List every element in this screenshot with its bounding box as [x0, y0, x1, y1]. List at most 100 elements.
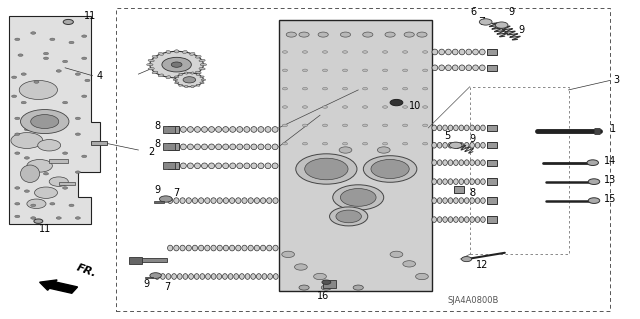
Circle shape — [403, 142, 408, 145]
Circle shape — [85, 79, 90, 82]
Ellipse shape — [237, 163, 243, 169]
Ellipse shape — [476, 198, 480, 204]
Ellipse shape — [432, 142, 436, 148]
Circle shape — [342, 87, 348, 90]
Circle shape — [422, 124, 428, 127]
Circle shape — [21, 101, 26, 104]
Ellipse shape — [437, 125, 442, 131]
Circle shape — [323, 124, 328, 127]
Text: 8: 8 — [470, 188, 476, 198]
Ellipse shape — [223, 144, 228, 150]
Ellipse shape — [459, 125, 463, 131]
Ellipse shape — [459, 142, 463, 148]
Circle shape — [11, 133, 43, 148]
Ellipse shape — [174, 50, 179, 53]
Ellipse shape — [459, 160, 463, 166]
Ellipse shape — [166, 76, 171, 79]
Text: 4: 4 — [97, 71, 103, 81]
Ellipse shape — [432, 125, 436, 131]
Ellipse shape — [248, 198, 253, 204]
Ellipse shape — [192, 198, 198, 204]
Ellipse shape — [445, 49, 451, 55]
Ellipse shape — [443, 217, 447, 222]
Circle shape — [342, 69, 348, 71]
Ellipse shape — [258, 163, 264, 169]
Circle shape — [37, 117, 42, 120]
Ellipse shape — [481, 125, 485, 131]
Ellipse shape — [437, 217, 442, 222]
Circle shape — [322, 280, 331, 285]
Ellipse shape — [251, 144, 257, 150]
Circle shape — [342, 106, 348, 108]
Ellipse shape — [172, 274, 177, 279]
Bar — [163, 162, 175, 169]
Circle shape — [383, 69, 388, 71]
Ellipse shape — [265, 127, 271, 132]
Circle shape — [303, 87, 308, 90]
Circle shape — [44, 173, 49, 175]
Ellipse shape — [196, 73, 200, 75]
Circle shape — [56, 114, 61, 116]
Ellipse shape — [237, 127, 243, 132]
Circle shape — [587, 160, 598, 166]
Ellipse shape — [251, 127, 257, 132]
Text: 16: 16 — [317, 291, 330, 301]
Circle shape — [422, 106, 428, 108]
Circle shape — [390, 251, 403, 257]
Circle shape — [415, 273, 428, 280]
Bar — [168, 162, 179, 169]
Ellipse shape — [202, 163, 207, 169]
Text: 7: 7 — [173, 188, 180, 198]
Circle shape — [449, 142, 462, 148]
Bar — [168, 143, 179, 150]
Circle shape — [56, 217, 61, 219]
Bar — [487, 125, 497, 131]
Circle shape — [362, 142, 367, 145]
Ellipse shape — [174, 76, 179, 79]
Circle shape — [383, 106, 388, 108]
Circle shape — [24, 171, 29, 174]
Ellipse shape — [465, 125, 469, 131]
Circle shape — [383, 51, 388, 53]
Circle shape — [323, 69, 328, 71]
Ellipse shape — [476, 160, 480, 166]
Ellipse shape — [223, 274, 227, 279]
Circle shape — [342, 124, 348, 127]
FancyArrow shape — [40, 280, 77, 293]
Circle shape — [378, 147, 390, 153]
Ellipse shape — [236, 245, 241, 251]
Circle shape — [20, 109, 69, 134]
Ellipse shape — [189, 52, 195, 55]
Text: 8: 8 — [155, 139, 161, 149]
Ellipse shape — [272, 163, 278, 169]
Circle shape — [299, 32, 309, 37]
Ellipse shape — [180, 163, 186, 169]
Circle shape — [294, 264, 307, 270]
Circle shape — [296, 154, 357, 184]
Circle shape — [12, 95, 17, 98]
Ellipse shape — [470, 198, 474, 204]
Circle shape — [305, 158, 348, 180]
Circle shape — [44, 52, 49, 55]
Ellipse shape — [166, 50, 171, 54]
Circle shape — [24, 128, 29, 131]
Ellipse shape — [262, 274, 267, 279]
Ellipse shape — [459, 198, 463, 204]
Ellipse shape — [470, 217, 474, 222]
Ellipse shape — [448, 179, 452, 184]
Circle shape — [24, 190, 29, 192]
Text: 11: 11 — [84, 11, 97, 21]
Circle shape — [286, 32, 296, 37]
Circle shape — [383, 124, 388, 127]
Circle shape — [323, 142, 328, 145]
Ellipse shape — [179, 84, 182, 86]
Ellipse shape — [228, 274, 233, 279]
Ellipse shape — [230, 144, 236, 150]
Circle shape — [82, 57, 87, 60]
Circle shape — [63, 152, 68, 154]
Ellipse shape — [223, 245, 228, 251]
Circle shape — [15, 38, 20, 41]
Circle shape — [63, 101, 68, 104]
Circle shape — [495, 22, 508, 28]
Circle shape — [330, 207, 368, 226]
